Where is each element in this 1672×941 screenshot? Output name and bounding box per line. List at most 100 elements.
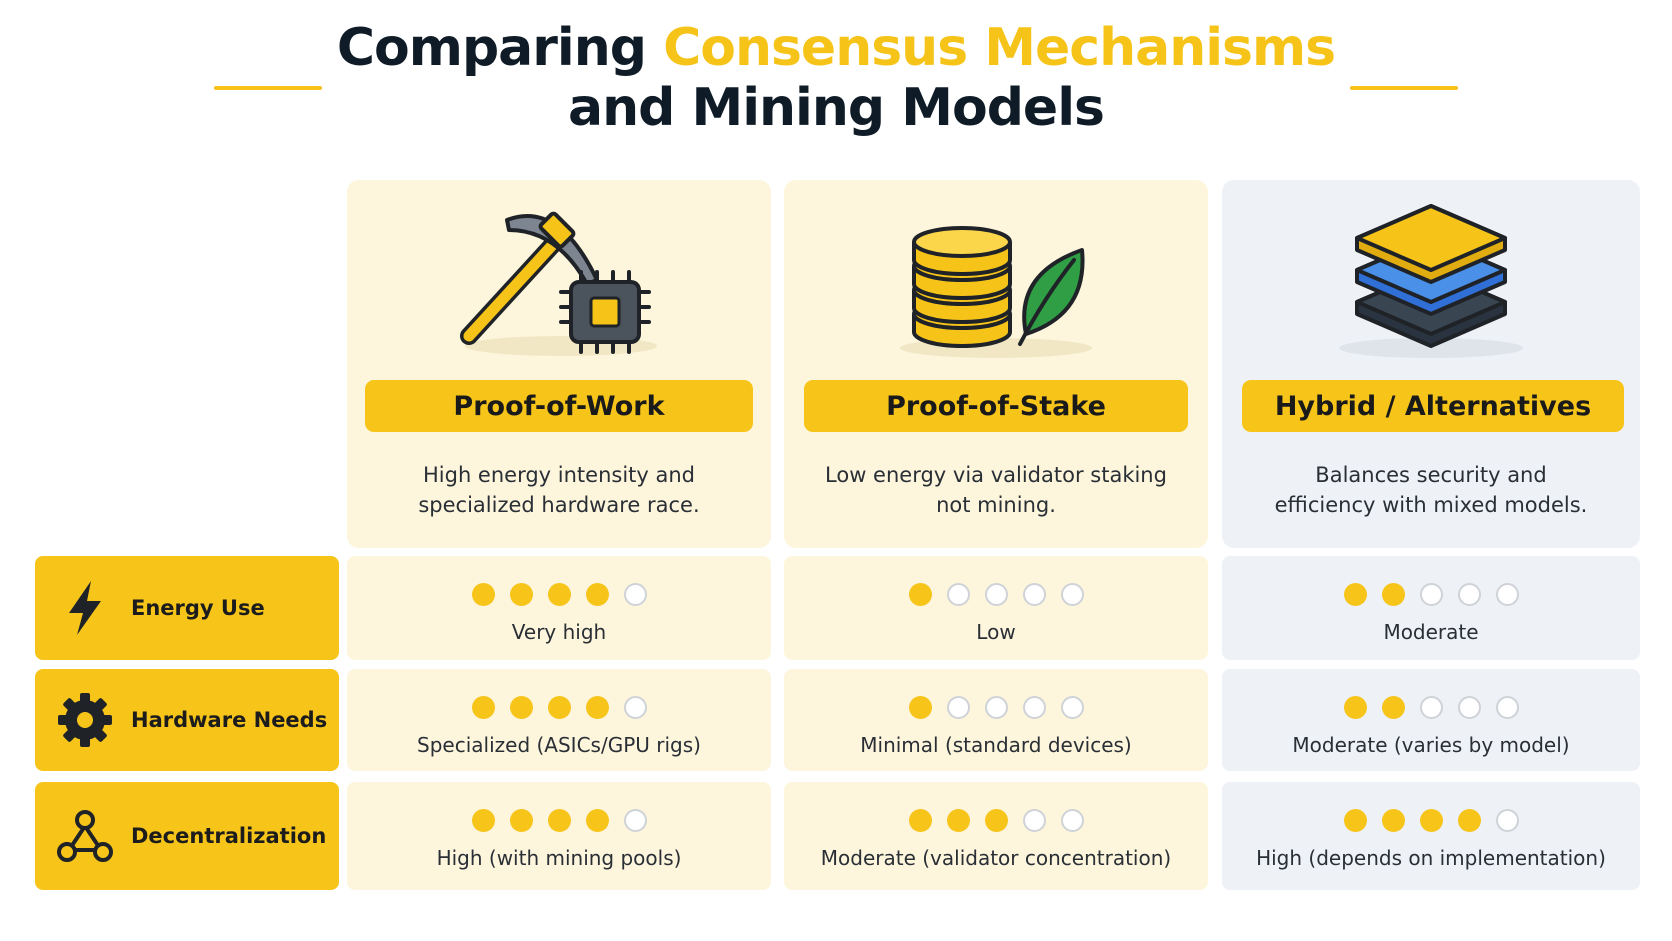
title-line-1: Comparing Consensus Mechanisms	[0, 18, 1672, 78]
column-header-pow: Proof-of-Work	[365, 380, 753, 432]
rating-dot-empty	[1495, 696, 1519, 719]
row-label-energy: Energy Use	[35, 556, 339, 660]
title-decor-right	[1350, 86, 1458, 90]
gear-icon	[53, 688, 117, 752]
page-title: Comparing Consensus Mechanisms and Minin…	[0, 18, 1672, 138]
rating-dot-empty	[1060, 696, 1084, 719]
column-header-pos: Proof-of-Stake	[804, 380, 1188, 432]
rating-dot-empty	[1495, 583, 1519, 606]
rating-text: Moderate (varies by model)	[1292, 733, 1570, 757]
rating-dot-empty	[946, 583, 970, 606]
rating-dot-filled	[471, 809, 495, 832]
pickaxe-chip-icon	[347, 194, 771, 364]
rating-text: Specialized (ASICs/GPU rigs)	[417, 733, 701, 757]
title-accent: Consensus Mechanisms	[663, 18, 1336, 78]
rating-dot-filled	[509, 809, 533, 832]
network-icon	[53, 804, 117, 868]
rating-dot-filled	[471, 583, 495, 606]
rating-dot-filled	[946, 809, 970, 832]
column-description-pos: Low energy via validator staking not min…	[825, 463, 1167, 517]
rating-dot-filled	[908, 583, 932, 606]
column-card-hybrid: Hybrid / Alternatives Balances security …	[1222, 180, 1640, 548]
row-label-text: Hardware Needs	[131, 708, 328, 732]
rating-dot-empty	[1495, 809, 1519, 832]
rating-cell-energy-hybrid: Moderate	[1222, 556, 1640, 660]
rating-dot-empty	[623, 809, 647, 832]
rating-cell-decentralization-hybrid: High (depends on implementation)	[1222, 782, 1640, 890]
rating-dots	[1222, 583, 1640, 606]
column-description-pow: High energy intensity and specialized ha…	[418, 463, 700, 517]
rating-dot-filled	[1419, 809, 1443, 832]
rating-dot-filled	[509, 583, 533, 606]
rating-dot-filled	[585, 583, 609, 606]
rating-dot-filled	[908, 696, 932, 719]
title-line-2: and Mining Models	[568, 78, 1105, 138]
rating-dot-empty	[1022, 809, 1046, 832]
rating-dot-empty	[946, 696, 970, 719]
rating-dot-filled	[547, 696, 571, 719]
title-decor-left	[214, 86, 322, 90]
rating-cell-hardware-hybrid: Moderate (varies by model)	[1222, 669, 1640, 771]
rating-dot-empty	[984, 583, 1008, 606]
rating-text: Very high	[511, 620, 607, 644]
rating-cell-decentralization-pow: High (with mining pools)	[347, 782, 771, 890]
column-header-hybrid: Hybrid / Alternatives	[1242, 380, 1624, 432]
rating-dot-empty	[1419, 696, 1443, 719]
row-label-hardware: Hardware Needs	[35, 669, 339, 771]
rating-cell-hardware-pos: Minimal (standard devices)	[784, 669, 1208, 771]
rating-dot-filled	[547, 809, 571, 832]
rating-dot-empty	[1457, 696, 1481, 719]
rating-dot-empty	[1419, 583, 1443, 606]
rating-dots	[1222, 696, 1640, 719]
rating-dots	[347, 583, 771, 606]
rating-dot-empty	[1022, 583, 1046, 606]
rating-dot-empty	[1060, 809, 1084, 832]
rating-dot-empty	[623, 696, 647, 719]
rating-dot-filled	[471, 696, 495, 719]
rating-dot-empty	[623, 583, 647, 606]
coin-stack-leaf-icon	[784, 194, 1208, 364]
rating-dot-empty	[1060, 583, 1084, 606]
row-label-text: Decentralization	[131, 824, 327, 848]
rating-dots	[784, 809, 1208, 832]
rating-dot-filled	[1381, 583, 1405, 606]
rating-dots	[347, 696, 771, 719]
lightning-icon	[53, 576, 117, 640]
column-description-hybrid: Balances security and efficiency with mi…	[1274, 463, 1588, 517]
rating-dots	[784, 583, 1208, 606]
rating-dot-empty	[984, 696, 1008, 719]
rating-cell-decentralization-pos: Moderate (validator concentration)	[784, 782, 1208, 890]
row-label-text: Energy Use	[131, 596, 265, 620]
rating-dot-filled	[547, 583, 571, 606]
rating-dot-filled	[984, 809, 1008, 832]
rating-dot-empty	[1022, 696, 1046, 719]
rating-dot-filled	[1343, 583, 1367, 606]
rating-dot-filled	[1457, 809, 1481, 832]
rating-text: Moderate	[1383, 620, 1479, 644]
rating-dot-filled	[509, 696, 533, 719]
rating-dot-filled	[1381, 696, 1405, 719]
rating-dot-filled	[1343, 696, 1367, 719]
column-card-pos: Proof-of-Stake Low energy via validator …	[784, 180, 1208, 548]
rating-text: High (with mining pools)	[436, 846, 682, 870]
rating-dots	[784, 696, 1208, 719]
rating-dot-filled	[908, 809, 932, 832]
rating-dots	[1222, 809, 1640, 832]
rating-dot-filled	[1343, 809, 1367, 832]
rating-dot-filled	[585, 809, 609, 832]
rating-dots	[347, 809, 771, 832]
rating-text: Minimal (standard devices)	[860, 733, 1132, 757]
rating-text: High (depends on implementation)	[1256, 846, 1606, 870]
rating-dot-filled	[585, 696, 609, 719]
rating-text: Moderate (validator concentration)	[820, 846, 1172, 870]
title-part-1: Comparing	[336, 18, 664, 78]
rating-text: Low	[976, 620, 1016, 644]
rating-cell-hardware-pow: Specialized (ASICs/GPU rigs)	[347, 669, 771, 771]
column-card-pow: Proof-of-Work High energy intensity and …	[347, 180, 771, 548]
layer-stack-icon	[1222, 194, 1640, 364]
rating-dot-empty	[1457, 583, 1481, 606]
rating-dot-filled	[1381, 809, 1405, 832]
rating-cell-energy-pow: Very high	[347, 556, 771, 660]
rating-cell-energy-pos: Low	[784, 556, 1208, 660]
row-label-decentralization: Decentralization	[35, 782, 339, 890]
